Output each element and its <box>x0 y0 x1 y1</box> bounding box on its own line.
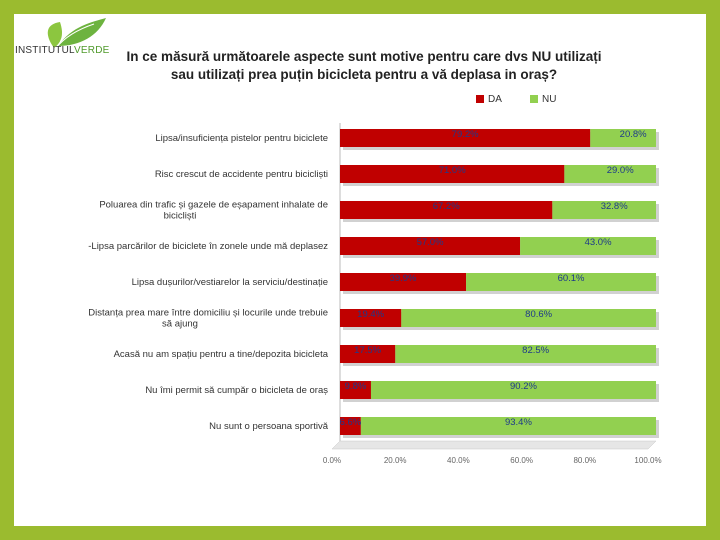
data-label-da: 17.5% <box>354 345 381 356</box>
data-label-nu: 43.0% <box>585 237 612 248</box>
data-label-da: 9.8% <box>345 381 367 392</box>
data-label-nu: 60.1% <box>558 273 585 284</box>
bar-da <box>340 417 361 435</box>
bar-da <box>340 201 553 219</box>
legend-swatch-nu <box>530 95 538 103</box>
data-label-da: 6.6% <box>340 417 362 428</box>
data-label-nu: 29.0% <box>607 165 634 176</box>
bar-da <box>340 237 521 255</box>
bar-nu <box>395 345 656 363</box>
data-label-nu: 20.8% <box>620 129 647 140</box>
bar-row: 6.6% 93.4% <box>340 417 659 438</box>
data-label-nu: 32.8% <box>601 201 628 212</box>
bar-nu <box>520 237 656 255</box>
bar-row: 79.2% 20.8% <box>340 129 659 150</box>
x-tick-label: 100.0% <box>634 456 661 465</box>
category-label: să ajung <box>162 319 198 330</box>
category-label: Lipsa dușurilor/vestiarelor la serviciu/… <box>132 277 328 288</box>
bar-row: 39.9% 60.1% <box>340 273 659 294</box>
slide: INSTITUTULVERDE In ce măsură următoarele… <box>14 14 706 526</box>
bar-nu <box>466 273 656 291</box>
data-label-da: 79.2% <box>452 129 479 140</box>
category-label: Nu sunt o persoana sportivă <box>209 421 329 432</box>
chart-title-line-2: sau utilizați prea puțin bicicleta pentr… <box>170 67 558 82</box>
logo-text: INSTITUTULVERDE <box>15 45 110 56</box>
bar-nu <box>370 381 656 399</box>
legend-swatch-da <box>476 95 484 103</box>
category-label: bicicliști <box>164 211 197 222</box>
logo-text-b: VERDE <box>74 45 110 56</box>
bar-row: 9.8% 90.2% <box>340 381 659 402</box>
x-tick-label: 80.0% <box>573 456 596 465</box>
data-label-da: 67.2% <box>433 201 460 212</box>
bar-row: 71.0% 29.0% <box>340 165 659 186</box>
data-label-da: 19.4% <box>357 309 384 320</box>
data-label-da: 71.0% <box>439 165 466 176</box>
x-tick-label: 60.0% <box>510 456 533 465</box>
bar-da <box>340 129 591 147</box>
category-label: Lipsa/insuficiența pistelor pentru bicic… <box>155 133 328 144</box>
data-label-nu: 82.5% <box>522 345 549 356</box>
bar-nu <box>552 201 656 219</box>
bar-nu <box>360 417 656 435</box>
legend-label-da: DA <box>488 94 502 105</box>
category-label: Nu îmi permit să cumpăr o bicicleta de o… <box>145 385 328 396</box>
category-label: Acasă nu am spațiu pentru a tine/depozit… <box>114 349 329 360</box>
bar-da <box>340 345 396 363</box>
legend-label-nu: NU <box>542 94 556 105</box>
leaf-icon <box>47 18 106 49</box>
institutul-verde-logo: INSTITUTULVERDE <box>14 14 134 74</box>
bar-row: 57.0% 43.0% <box>340 237 659 258</box>
bar-row: 19.4% 80.6% <box>340 309 659 330</box>
chart-title: In ce măsură următoarele aspecte sunt mo… <box>114 48 614 84</box>
bar-da <box>340 381 371 399</box>
category-label: -Lipsa parcărilor de biciclete în zonele… <box>88 241 328 252</box>
bar-row: 67.2% 32.8% <box>340 201 659 222</box>
x-tick-label: 20.0% <box>384 456 407 465</box>
data-label-da: 39.9% <box>390 273 417 284</box>
stacked-bar-chart: DA NU 0.0% 20.0% 40.0% 60.0% 80.0% 100.0% 79.2% 2… <box>88 94 661 465</box>
data-label-nu: 80.6% <box>525 309 552 320</box>
bar-da <box>340 165 565 183</box>
data-label-nu: 93.4% <box>505 417 532 428</box>
logo-text-a: INSTITUTUL <box>15 45 75 56</box>
bar-nu <box>564 165 656 183</box>
bar-nu <box>401 309 656 327</box>
category-label: Poluarea din trafic și gazele de eșapame… <box>99 200 328 211</box>
data-label-da: 57.0% <box>417 237 444 248</box>
x-tick-label: 40.0% <box>447 456 470 465</box>
data-label-nu: 90.2% <box>510 381 537 392</box>
bar-da <box>340 309 402 327</box>
bar-nu <box>590 129 656 147</box>
chart-title-line-1: In ce măsură următoarele aspecte sunt mo… <box>126 49 602 64</box>
bar-da <box>340 273 467 291</box>
x-tick-label: 0.0% <box>323 456 341 465</box>
chart-floor <box>331 440 657 450</box>
bar-row: 17.5% 82.5% <box>340 345 659 366</box>
category-label: Distanța prea mare între domiciliu și lo… <box>88 308 328 319</box>
category-label: Risc crescut de accidente pentru bicicli… <box>155 169 328 180</box>
